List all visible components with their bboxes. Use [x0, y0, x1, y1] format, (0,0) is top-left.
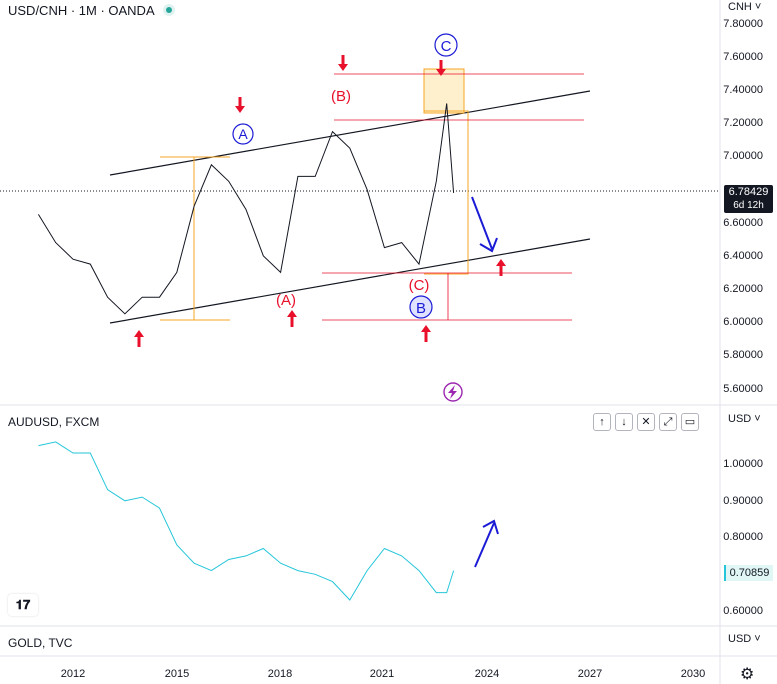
arrow-down-c: [436, 60, 446, 76]
svg-text:B: B: [416, 300, 426, 317]
audusd-tick: 0.80000: [723, 531, 763, 543]
tradingview-logo[interactable]: 𝟏𝟕: [8, 594, 38, 616]
audusd-tick: 0.60000: [723, 605, 763, 617]
blue-arrow-down: [471, 196, 498, 253]
chart-title[interactable]: USD/CNH · 1M · OANDA: [8, 3, 175, 18]
arrow-down-a: [235, 97, 245, 113]
price-tick: 6.60000: [723, 217, 763, 229]
svg-text:A: A: [238, 126, 248, 142]
time-tick: 2024: [474, 668, 500, 680]
last-price-value: 6.78429: [728, 186, 769, 198]
target-zone-box: [423, 68, 465, 114]
price-tick: 7.60000: [723, 51, 763, 63]
price-tick: 5.80000: [723, 349, 763, 361]
measure-left: [160, 156, 230, 321]
audusd-last-price-tag: 0.70859: [724, 565, 773, 581]
arrow-up-1: [134, 330, 144, 347]
red-arrows: [134, 55, 506, 347]
time-tick: 2015: [164, 668, 190, 680]
symbol-title: USD/CNH · 1M · OANDA: [8, 3, 155, 18]
pane-controls: ↑ ↓ ✕ ⤢ ▭: [593, 413, 699, 431]
arrow-up-2: [287, 310, 297, 327]
time-tick: 2018: [267, 668, 293, 680]
last-price-tag: 6.78429 6d 12h: [724, 185, 773, 213]
move-pane-down-button[interactable]: ↓: [615, 413, 633, 431]
price-tick: 7.20000: [723, 117, 763, 129]
maximize-pane-button[interactable]: ⤢: [659, 413, 677, 431]
arrow-up-3: [421, 325, 431, 342]
time-tick: 2027: [577, 668, 603, 680]
audusd-unit-selector[interactable]: USD ˅: [728, 413, 761, 425]
channel-upper-line: [109, 90, 591, 176]
arrow-down-b: [338, 55, 348, 71]
price-tick: 7.40000: [723, 84, 763, 96]
wave-label-C-paren: (C): [409, 277, 430, 294]
wave-label-A-circle: A: [232, 123, 254, 145]
lightning-icon[interactable]: [443, 382, 463, 402]
market-status-icon: [162, 4, 175, 16]
price-tick: 7.00000: [723, 150, 763, 162]
bar-countdown: 6d 12h: [733, 200, 764, 211]
channel-lower-line: [109, 238, 591, 324]
close-pane-button[interactable]: ✕: [637, 413, 655, 431]
audusd-series: [38, 441, 455, 601]
move-pane-up-button[interactable]: ↑: [593, 413, 611, 431]
time-tick: 2021: [369, 668, 395, 680]
time-tick: 2012: [60, 668, 86, 680]
audusd-pane-label: AUDUSD, FXCM: [8, 415, 100, 429]
time-tick: 2030: [680, 668, 706, 680]
arrow-up-4: [496, 259, 506, 276]
gold-pane-label: GOLD, TVC: [8, 636, 73, 650]
wave-label-C-circle: C: [434, 33, 458, 57]
gear-icon[interactable]: ⚙: [740, 666, 755, 683]
collapse-pane-button[interactable]: ▭: [681, 413, 699, 431]
wave-label-B-paren: (B): [331, 88, 351, 105]
price-tick: 5.60000: [723, 383, 763, 395]
price-tick: 7.80000: [723, 18, 763, 30]
price-tick: 6.00000: [723, 316, 763, 328]
main-unit-selector[interactable]: CNH ˅: [728, 1, 762, 13]
audusd-tick: 1.00000: [723, 458, 763, 470]
blue-arrow-up: [474, 519, 499, 568]
wave-label-B-circle: B: [409, 295, 433, 319]
price-tick: 6.40000: [723, 250, 763, 262]
svg-text:C: C: [441, 38, 452, 55]
gold-unit-selector[interactable]: USD ˅: [728, 633, 761, 645]
price-tick: 6.20000: [723, 283, 763, 295]
wave-label-A-paren: (A): [276, 292, 296, 309]
audusd-tick: 0.90000: [723, 495, 763, 507]
measure-right: [424, 110, 469, 275]
usdcnh-series: [37, 103, 455, 315]
